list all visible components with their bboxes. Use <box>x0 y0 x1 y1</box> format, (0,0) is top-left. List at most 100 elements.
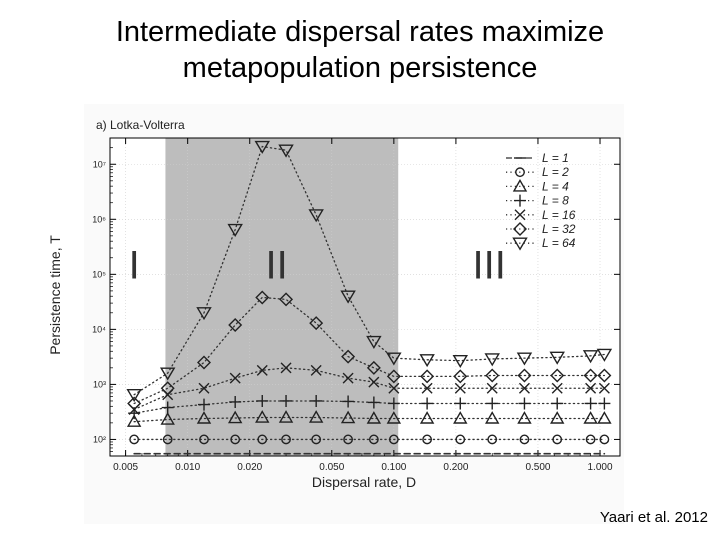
data-point <box>368 434 379 445</box>
y-tick-label: 10⁴ <box>92 324 106 334</box>
data-point <box>160 381 175 396</box>
data-point <box>585 382 597 394</box>
region-label: I <box>129 244 140 288</box>
x-tick-label: 0.005 <box>113 462 138 473</box>
x-tick-label: 0.020 <box>237 462 262 473</box>
data-point <box>420 369 435 384</box>
data-point <box>584 397 597 410</box>
data-point <box>421 397 434 410</box>
data-point <box>254 140 270 154</box>
data-point <box>311 434 322 445</box>
data-point <box>227 223 243 237</box>
data-point <box>368 376 380 388</box>
data-point <box>518 382 530 394</box>
data-point <box>126 414 142 427</box>
data-point <box>126 388 142 403</box>
data-point <box>340 410 356 424</box>
y-tick-label: 10⁷ <box>93 159 106 169</box>
legend-entry: L = 16 <box>506 208 576 222</box>
legend-entry: L = 64 <box>506 236 576 251</box>
x-axis-label: Dispersal rate, D <box>312 474 416 490</box>
data-point <box>342 395 355 408</box>
data-point <box>196 411 212 424</box>
data-point <box>256 394 269 407</box>
x-tick-label: 0.100 <box>381 462 406 473</box>
series-line <box>133 296 606 405</box>
data-point <box>598 397 611 410</box>
data-point <box>198 398 210 411</box>
series-line <box>133 400 606 414</box>
x-tick-label: 0.050 <box>319 462 344 473</box>
legend-entry: L = 4 <box>506 178 569 193</box>
data-point <box>196 307 212 321</box>
legend-entry: L = 1 <box>506 151 569 165</box>
data-point <box>255 410 270 423</box>
data-point <box>519 434 530 445</box>
series-l64 <box>126 140 613 403</box>
data-point <box>550 411 565 424</box>
data-point <box>342 372 354 384</box>
data-point <box>388 382 400 394</box>
legend-marker <box>513 222 527 236</box>
data-point <box>229 395 242 408</box>
legend-marker <box>514 194 526 207</box>
data-point <box>388 434 399 445</box>
data-point <box>227 410 243 424</box>
legend-label: L = 1 <box>542 151 569 165</box>
data-point <box>310 394 323 407</box>
data-point <box>281 434 291 445</box>
data-point <box>129 434 140 445</box>
legend-label: L = 64 <box>542 236 576 250</box>
series-l8 <box>128 394 611 420</box>
data-point <box>386 411 402 424</box>
data-point <box>280 362 292 374</box>
data-point <box>583 411 598 424</box>
y-tick-label: 10³ <box>93 379 106 389</box>
x-tick-label: 0.200 <box>443 462 468 473</box>
data-point <box>551 382 563 394</box>
data-point <box>341 349 356 364</box>
data-point <box>230 434 241 445</box>
data-point <box>279 292 294 307</box>
data-point <box>127 396 142 411</box>
legend-marker <box>512 237 528 251</box>
data-point <box>518 397 531 410</box>
data-point <box>517 411 532 424</box>
x-tick-label: 1.000 <box>588 462 613 473</box>
data-point <box>517 368 532 383</box>
data-point <box>455 434 466 445</box>
data-point <box>340 290 356 304</box>
data-point <box>255 290 270 305</box>
data-point <box>597 368 612 383</box>
data-point <box>198 382 210 394</box>
region-label: II <box>265 244 287 288</box>
data-point <box>452 354 469 369</box>
data-point <box>552 434 563 445</box>
data-point <box>582 350 599 364</box>
data-point <box>487 434 498 445</box>
panel-label: a) Lotka-Volterra <box>96 118 185 132</box>
legend-marker <box>515 167 525 178</box>
data-point <box>197 355 211 370</box>
series-l2 <box>129 434 610 445</box>
slide-title-line2: metapopulation persistence <box>182 52 538 84</box>
data-point <box>199 434 209 445</box>
series-l32 <box>127 290 612 411</box>
data-point <box>256 364 268 376</box>
region-label: III <box>473 244 506 288</box>
data-point <box>228 318 243 332</box>
y-axis-label: Persistence time, T <box>47 235 63 355</box>
data-point <box>597 411 612 424</box>
data-point <box>386 369 401 384</box>
data-point <box>421 382 433 394</box>
data-point <box>387 397 400 410</box>
legend-label: L = 8 <box>542 194 569 208</box>
data-point <box>229 372 241 384</box>
data-point <box>159 367 176 381</box>
legend: L = 1L = 2L = 4L = 8L = 16L = 32L = 64 <box>506 151 576 251</box>
series-line <box>133 416 606 423</box>
data-point <box>549 351 565 365</box>
data-point <box>278 410 294 423</box>
y-tick-label: 10⁶ <box>92 214 106 224</box>
